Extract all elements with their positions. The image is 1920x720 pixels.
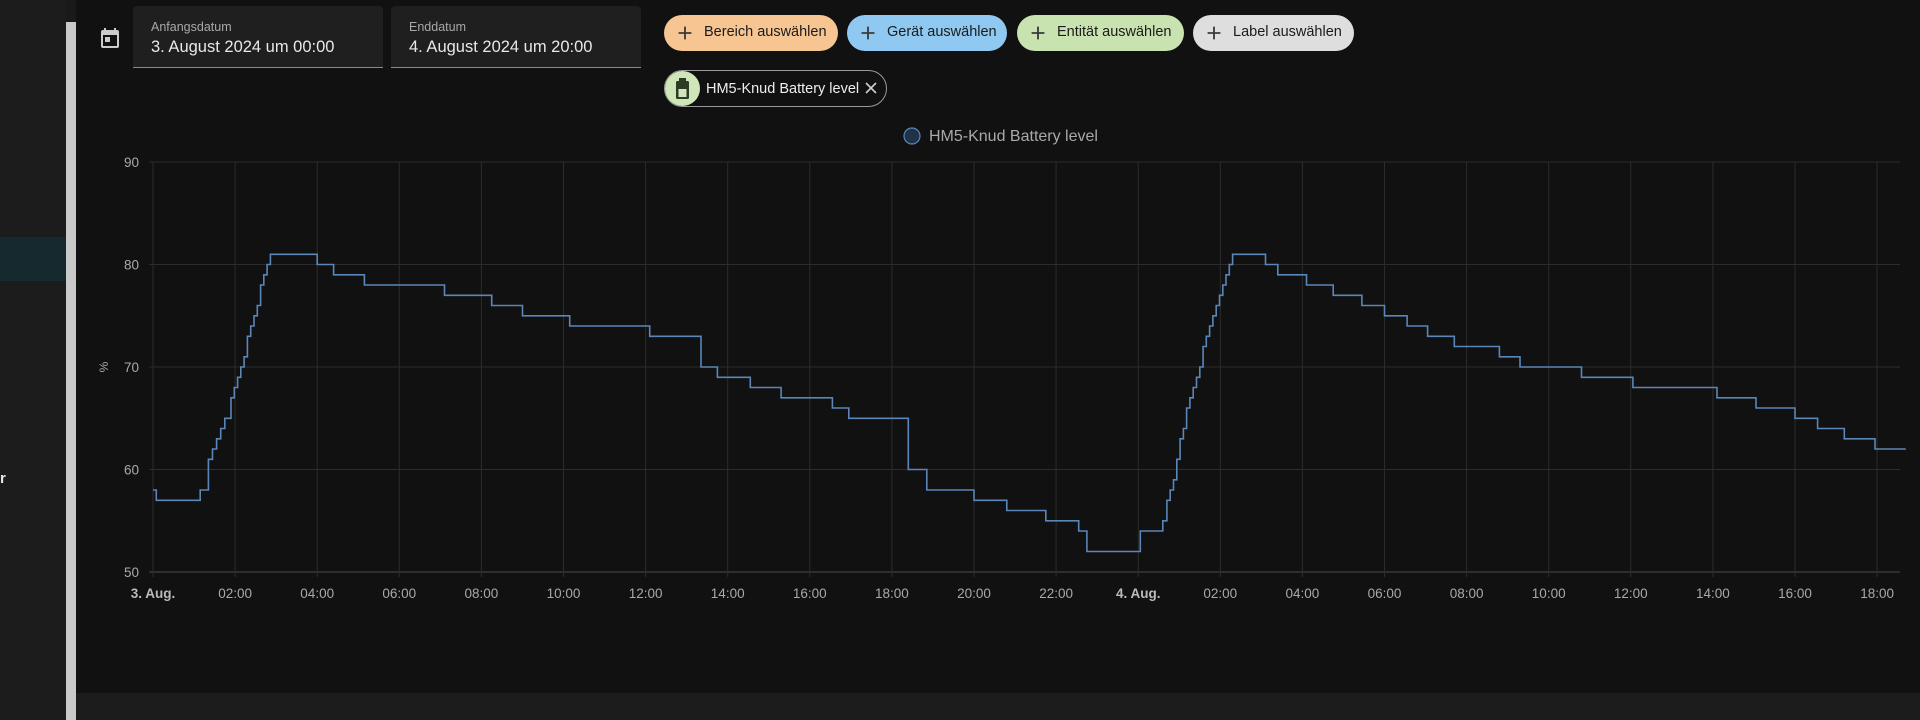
y-axis-label: % (97, 361, 111, 372)
choose-area-label: Bereich auswählen (704, 24, 827, 40)
legend-swatch (903, 127, 921, 145)
y-tick-label: 70 (124, 360, 139, 375)
x-tick-label: 02:00 (218, 586, 252, 601)
battery-icon (676, 78, 689, 99)
x-tick-label: 22:00 (1039, 586, 1073, 601)
end-date-label: Enddatum (409, 20, 466, 34)
chart-legend[interactable]: HM5-Knud Battery level (903, 127, 1098, 145)
x-tick-label: 16:00 (1778, 586, 1812, 601)
x-tick-label: 12:00 (629, 586, 663, 601)
plus-icon (1207, 26, 1221, 40)
plus-icon (678, 26, 692, 40)
choose-entity-label: Entität auswählen (1057, 24, 1172, 40)
close-icon[interactable] (864, 81, 878, 95)
x-tick-label: 04:00 (1286, 586, 1320, 601)
selected-entity-chip[interactable]: HM5-Knud Battery level (664, 70, 887, 107)
x-tick-label: 08:00 (1450, 586, 1484, 601)
x-tick-label: 16:00 (793, 586, 827, 601)
choose-area-button[interactable]: Bereich auswählen (664, 15, 838, 51)
choose-device-button[interactable]: Gerät auswählen (847, 15, 1007, 51)
history-panel (76, 0, 1920, 693)
chart-grid (149, 161, 1900, 577)
scrollbar-thumb[interactable] (66, 22, 76, 720)
plus-icon (861, 26, 875, 40)
x-tick-label: 06:00 (1368, 586, 1402, 601)
choose-label-button[interactable]: Label auswählen (1193, 15, 1354, 51)
end-date-field[interactable]: Enddatum 4. August 2024 um 20:00 (391, 6, 641, 68)
x-tick-label: 18:00 (875, 586, 909, 601)
start-date-field[interactable]: Anfangsdatum 3. August 2024 um 00:00 (133, 6, 383, 68)
x-tick-label: 06:00 (382, 586, 416, 601)
legend-label: HM5-Knud Battery level (929, 128, 1098, 145)
choose-device-label: Gerät auswählen (887, 24, 997, 40)
x-axis-ticks: 3. Aug. 02:00 04:00 06:00 08:00 10:00 12:00 14:… (131, 586, 1894, 601)
choose-label-label: Label auswählen (1233, 24, 1342, 40)
start-date-label: Anfangsdatum (151, 20, 232, 34)
start-date-value: 3. August 2024 um 00:00 (151, 38, 335, 56)
selected-entity-label: HM5-Knud Battery level (706, 81, 860, 97)
x-tick-label: 04:00 (300, 586, 334, 601)
x-tick-label: 14:00 (711, 586, 745, 601)
x-tick-label: 20:00 (957, 586, 991, 601)
y-tick-label: 90 (124, 155, 139, 170)
chart-series (153, 253, 1906, 553)
y-axis-ticks: 50 60 70 80 90 (124, 155, 139, 580)
choose-entity-button[interactable]: Entität auswählen (1017, 15, 1184, 51)
sidebar-item-label: r (0, 470, 6, 487)
plus-icon (1031, 26, 1045, 40)
x-tick-label: 4. Aug. (1116, 586, 1161, 601)
entity-icon-badge (665, 71, 700, 106)
y-tick-label: 80 (124, 258, 139, 273)
x-tick-label: 02:00 (1203, 586, 1237, 601)
calendar-icon[interactable] (98, 26, 122, 50)
left-sidebar (0, 0, 66, 720)
bottom-area (76, 693, 1920, 720)
y-tick-label: 60 (124, 463, 139, 478)
series-line (153, 253, 1906, 553)
x-tick-label: 08:00 (465, 586, 499, 601)
x-tick-label: 12:00 (1614, 586, 1648, 601)
sidebar-selected-item[interactable] (0, 237, 66, 281)
end-date-value: 4. August 2024 um 20:00 (409, 38, 593, 56)
x-tick-label: 18:00 (1860, 586, 1894, 601)
x-tick-label: 10:00 (547, 586, 581, 601)
x-tick-label: 3. Aug. (131, 586, 176, 601)
x-tick-label: 10:00 (1532, 586, 1566, 601)
x-tick-label: 14:00 (1696, 586, 1730, 601)
y-tick-label: 50 (124, 565, 139, 580)
